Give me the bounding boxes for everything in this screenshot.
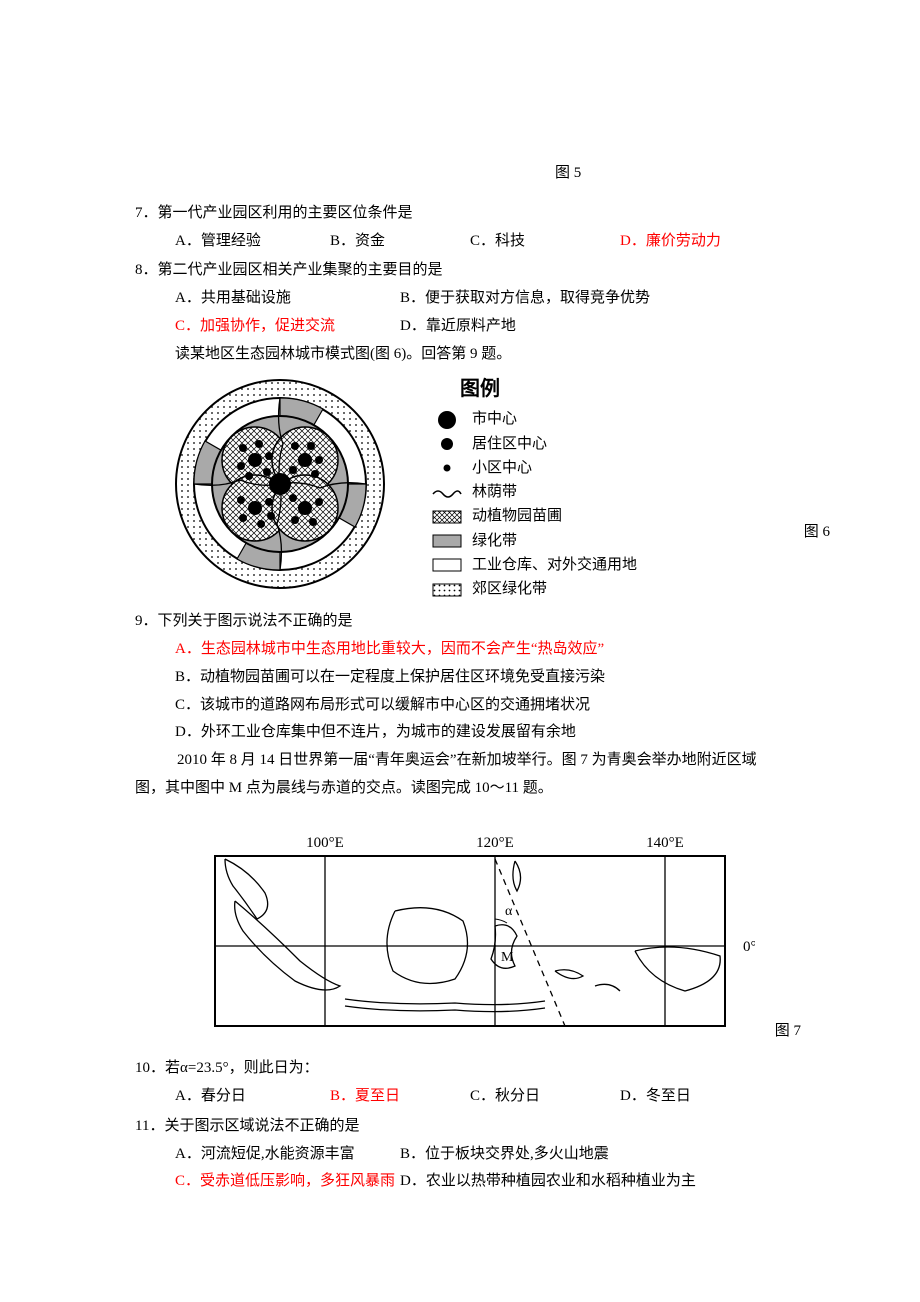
alpha-label: α [505,904,513,919]
q9-context-line2: 图，其中图中 M 点为晨线与赤道的交点。读图完成 10～11 题。 [135,775,800,803]
q10-options: A．春分日 B．夏至日 C．秋分日 D．冬至日 [135,1083,800,1111]
q7-option-c: C．科技 [470,228,620,256]
q9-option-d: D．外环工业仓库集中但不连片，为城市的建设发展留有余地 [135,719,800,747]
q10-option-b: B．夏至日 [330,1083,470,1111]
legend-label: 市中心 [472,408,517,431]
legend-symbol-big-dot-icon [430,411,464,429]
legend-label: 绿化带 [472,530,517,553]
legend-item-suburban-green: 郊区绿化带 [430,578,637,601]
q9-option-a: A．生态园林城市中生态用地比重较大，因而不会产生“热岛效应” [135,636,800,664]
legend-title: 图例 [460,374,637,405]
q8-option-d: D．靠近原料产地 [400,313,516,341]
legend-symbol-wave-icon [430,484,464,502]
legend-item-green-belt: 绿化带 [430,530,637,553]
q11-option-d: D．农业以热带种植园农业和水稻种植业为主 [400,1168,696,1196]
q10-stem: 10．若α=23.5°，则此日为： [135,1055,800,1083]
lon-label-140: 140°E [646,835,684,851]
figure-7-map: 100°E 120°E 140°E 0° α M [195,831,755,1041]
legend-item-city-center: 市中心 [430,408,637,431]
exam-page: 图 5 7．第一代产业园区利用的主要区位条件是 A．管理经验 B．资金 C．科技… [0,0,920,1302]
q11-option-a: A．河流短促,水能资源丰富 [175,1141,400,1169]
legend-label: 林荫带 [472,481,517,504]
figure-6-diagram [155,374,405,594]
question-7: 7．第一代产业园区利用的主要区位条件是 A．管理经验 B．资金 C．科技 D．廉… [135,200,800,256]
legend-symbol-white-icon [430,556,464,574]
legend-item-residential-center: 居住区中心 [430,433,637,456]
figure-6-legend: 图例 市中心 居住区中心 小区中心 林荫带 动植物园苗圃 [430,374,637,602]
legend-label: 工业仓库、对外交通用地 [472,554,637,577]
legend-item-tree-belt: 林荫带 [430,481,637,504]
q7-option-a: A．管理经验 [175,228,330,256]
q11-options: A．河流短促,水能资源丰富 B．位于板块交界处,多火山地震 C．受赤道低压影响，… [135,1141,800,1197]
q7-options: A．管理经验 B．资金 C．科技 D．廉价劳动力 [135,228,800,256]
question-8: 8．第二代产业园区相关产业集聚的主要目的是 A．共用基础设施 B．便于获取对方信… [135,257,800,368]
q11-stem: 11．关于图示区域说法不正确的是 [135,1113,800,1141]
figure-6-label: 图 6 [804,519,830,547]
legend-label: 郊区绿化带 [472,578,547,601]
legend-symbol-dots-icon [430,581,464,599]
legend-label: 动植物园苗圃 [472,505,562,528]
q10-option-c: C．秋分日 [470,1083,620,1111]
q7-option-d: D．廉价劳动力 [620,228,721,256]
question-11: 11．关于图示区域说法不正确的是 A．河流短促,水能资源丰富 B．位于板块交界处… [135,1113,800,1196]
legend-symbol-crosshatch-icon [430,508,464,526]
lon-label-120: 120°E [476,835,514,851]
q9-stem: 9．下列关于图示说法不正确的是 [135,608,800,636]
q9-option-b: B．动植物园苗圃可以在一定程度上保护居住区环境免受直接污染 [135,664,800,692]
q8-context: 读某地区生态园林城市模式图(图 6)。回答第 9 题。 [135,341,800,369]
figure-7: 100°E 120°E 140°E 0° α M [195,831,755,1052]
q11-option-b: B．位于板块交界处,多火山地震 [400,1141,609,1169]
legend-label: 居住区中心 [472,433,547,456]
question-10: 10．若α=23.5°，则此日为： A．春分日 B．夏至日 C．秋分日 D．冬至… [135,1055,800,1111]
figure-6: 图例 市中心 居住区中心 小区中心 林荫带 动植物园苗圃 [155,374,800,602]
figure-5-label: 图 5 [135,160,800,188]
q10-option-d: D．冬至日 [620,1083,691,1111]
question-9: 9．下列关于图示说法不正确的是 A．生态园林城市中生态用地比重较大，因而不会产生… [135,608,800,802]
q8-option-c: C．加强协作，促进交流 [175,313,400,341]
legend-item-nursery: 动植物园苗圃 [430,505,637,528]
q11-option-c: C．受赤道低压影响，多狂风暴雨 [175,1168,400,1196]
legend-symbol-small-dot-icon [430,459,464,477]
legend-label: 小区中心 [472,457,532,480]
q9-options: A．生态园林城市中生态用地比重较大，因而不会产生“热岛效应” B．动植物园苗圃可… [135,636,800,747]
legend-item-industrial: 工业仓库、对外交通用地 [430,554,637,577]
q7-option-b: B．资金 [330,228,470,256]
q8-options: A．共用基础设施 B．便于获取对方信息，取得竞争优势 C．加强协作，促进交流 D… [135,285,800,341]
q7-stem: 7．第一代产业园区利用的主要区位条件是 [135,200,800,228]
q9-context-line1: 2010 年 8 月 14 日世界第一届“青年奥运会”在新加坡举行。图 7 为青… [135,747,800,775]
q10-option-a: A．春分日 [175,1083,330,1111]
legend-item-subcenter: 小区中心 [430,457,637,480]
lat-label-0: 0° [743,939,755,955]
q8-option-a: A．共用基础设施 [175,285,400,313]
q8-option-b: B．便于获取对方信息，取得竞争优势 [400,285,650,313]
figure-7-label: 图 7 [775,1018,801,1046]
legend-symbol-mid-dot-icon [430,435,464,453]
q9-option-c: C．该城市的道路网布局形式可以缓解市中心区的交通拥堵状况 [135,692,800,720]
legend-symbol-gray-icon [430,532,464,550]
lon-label-100: 100°E [306,835,344,851]
q8-stem: 8．第二代产业园区相关产业集聚的主要目的是 [135,257,800,285]
